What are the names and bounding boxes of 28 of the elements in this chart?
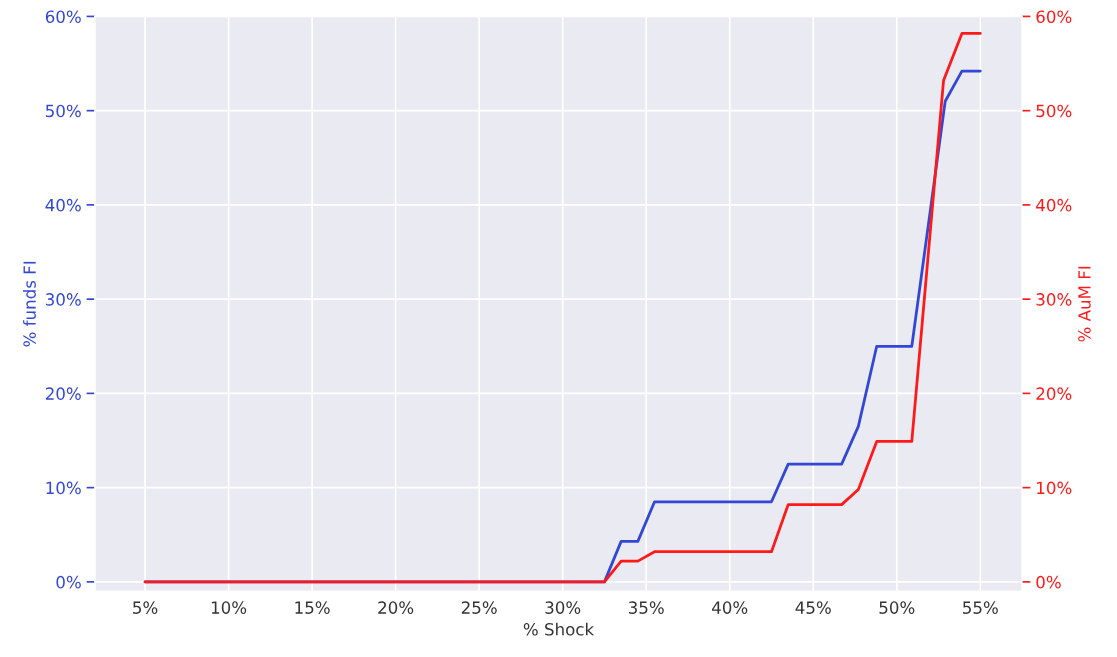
x-tick-label: 25%: [461, 601, 497, 614]
x-tick-label: 30%: [545, 601, 581, 614]
y-tick-label: 40%: [45, 198, 81, 212]
y2-tick-label: 50%: [1036, 104, 1072, 118]
x-tick-label: 35%: [628, 601, 664, 614]
x-axis-title: % Shock: [523, 622, 595, 636]
y-tick-label: 30%: [45, 293, 81, 306]
y2-tick-label: 10%: [1037, 481, 1072, 495]
y2-tick-label: 60%: [1036, 10, 1072, 23]
y2-tick-label: 30%: [1036, 293, 1072, 306]
y-tick-label: 10%: [46, 481, 81, 495]
y2-axis-title: % AuM FI: [1078, 266, 1091, 342]
x-tick-label: 5%: [133, 601, 158, 614]
y-tick-label: 0%: [56, 575, 81, 589]
x-tick-label: 45%: [795, 601, 831, 614]
x-tick-label: 15%: [295, 601, 330, 614]
y-tick-label: 60%: [45, 10, 81, 23]
y-axis-title: % funds FI: [23, 261, 36, 347]
x-tick-label: 10%: [211, 601, 247, 614]
y2-tick-label: 20%: [1036, 387, 1072, 400]
y-tick-label: 50%: [45, 104, 81, 118]
y2-tick-label: 40%: [1036, 198, 1072, 212]
x-tick-label: 50%: [879, 601, 915, 614]
y-tick-label: 20%: [45, 387, 81, 400]
x-tick-label: 55%: [963, 601, 998, 614]
y2-tick-label: 0%: [1036, 575, 1061, 589]
x-tick-label: 20%: [378, 601, 414, 614]
x-tick-label: 40%: [712, 601, 748, 614]
